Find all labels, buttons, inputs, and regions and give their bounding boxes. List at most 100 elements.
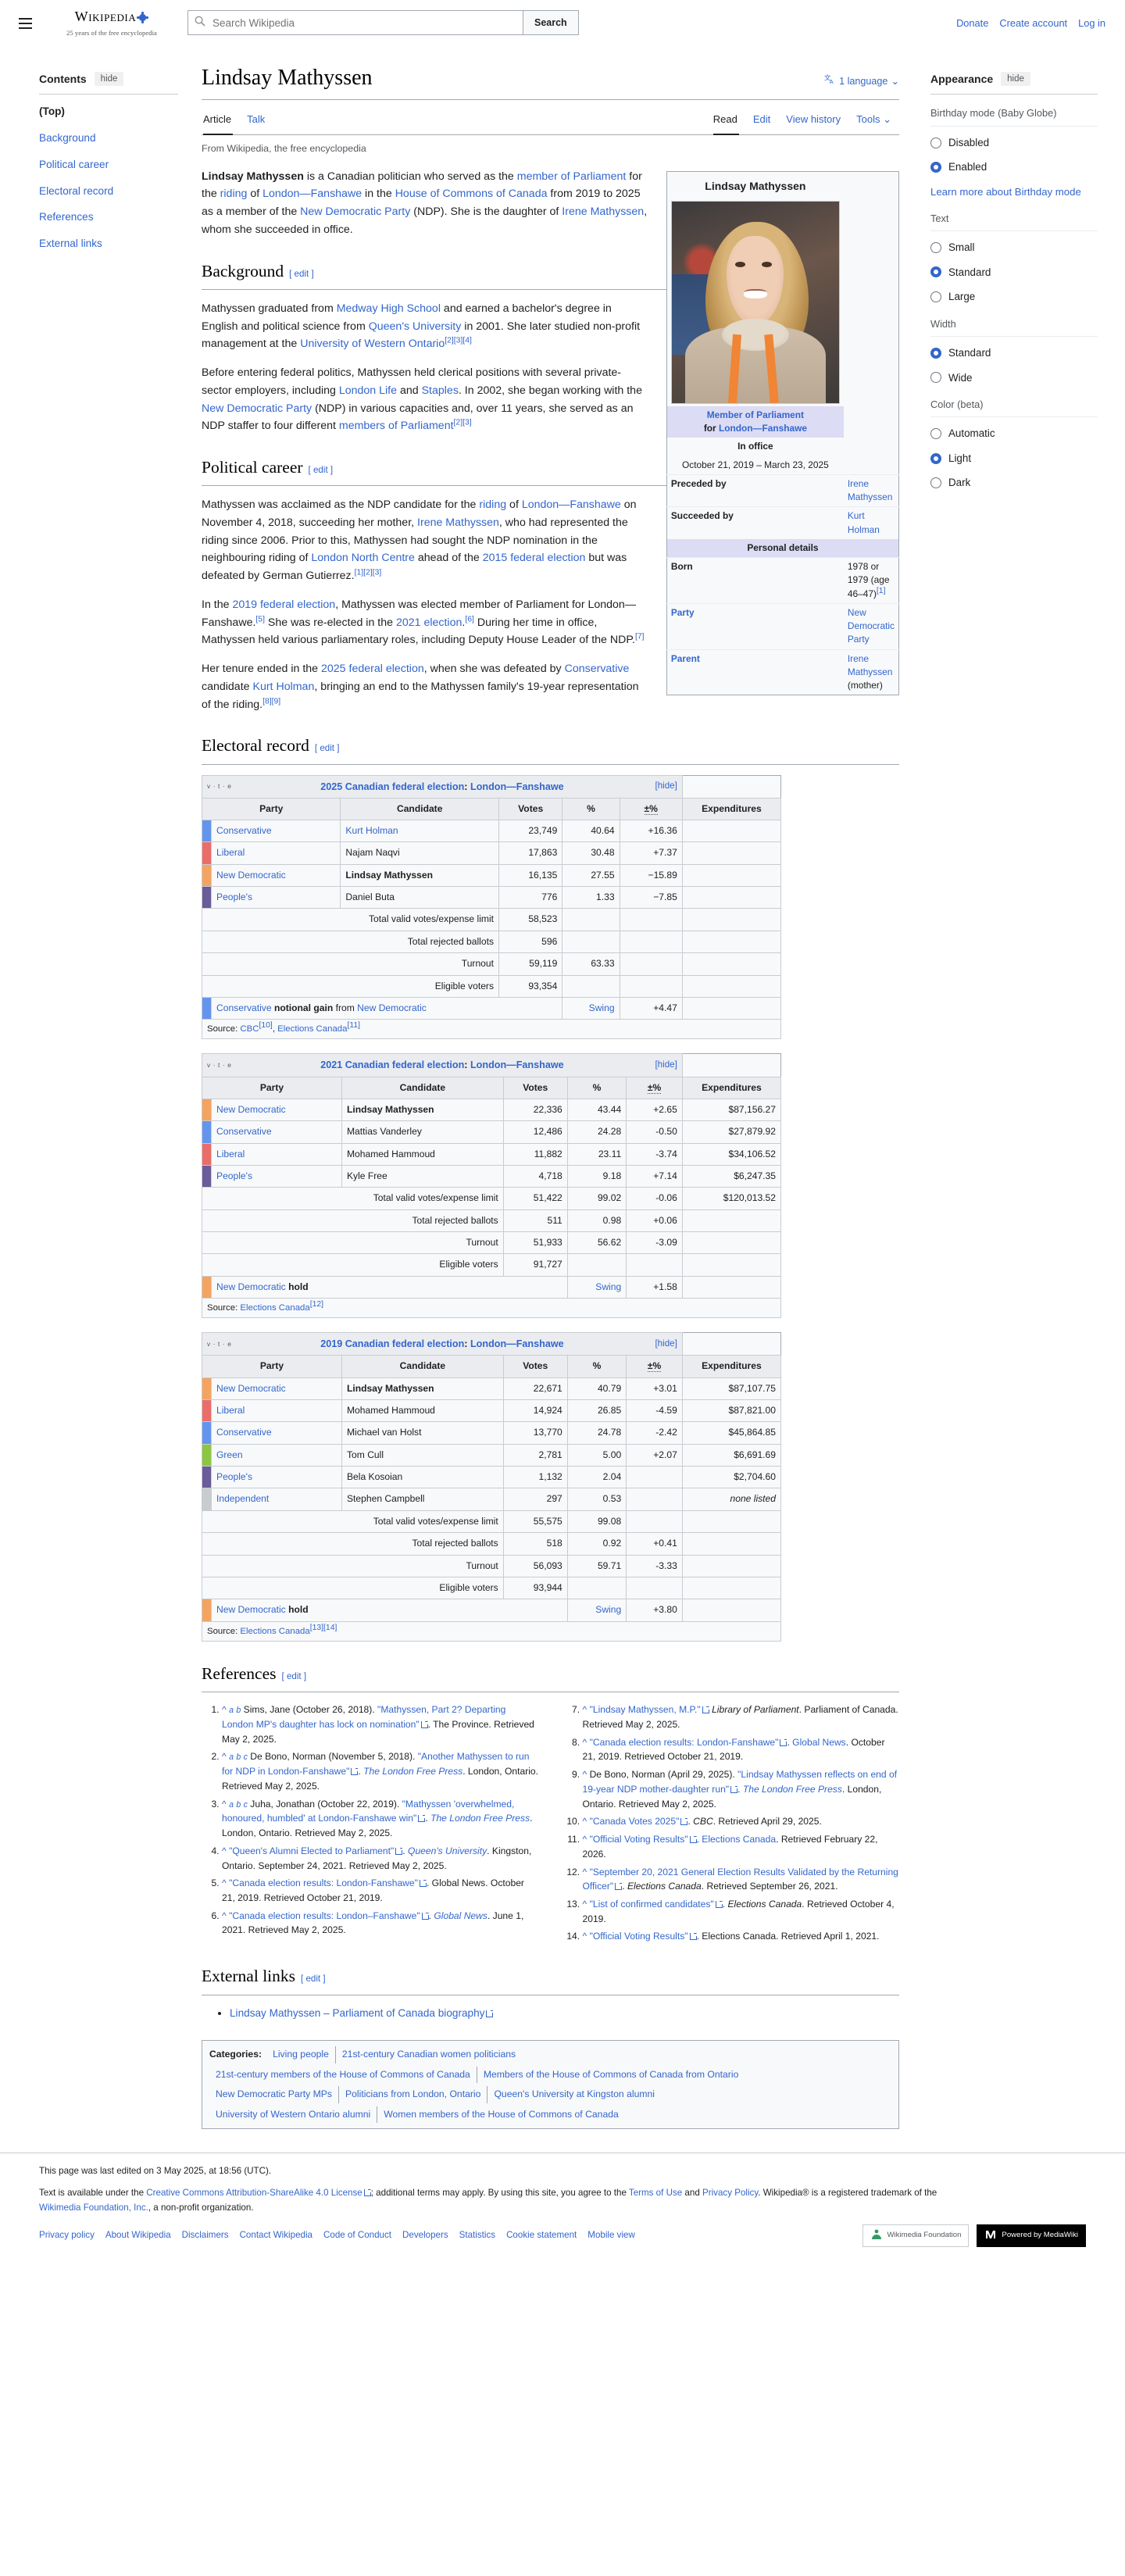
avatar[interactable] — [670, 200, 840, 404]
appearance-option-small[interactable]: Small — [930, 239, 1098, 255]
edit-link-electoral-record[interactable]: [ edit ] — [314, 743, 340, 754]
ref-pc-5[interactable]: [5] — [255, 614, 265, 623]
link-2019-federal-election[interactable]: 2019 federal election — [232, 598, 336, 611]
appearance-option-large[interactable]: Large — [930, 288, 1098, 305]
ref-pc-7[interactable]: [7] — [634, 632, 645, 641]
footer-link[interactable]: About Wikipedia — [105, 2230, 171, 2241]
tab-edit[interactable]: Edit — [752, 113, 771, 125]
link-conservative[interactable]: Conservative — [564, 663, 630, 676]
footer-link[interactable]: Cookie statement — [506, 2230, 577, 2241]
link-queens-university[interactable]: Queen's University — [368, 320, 462, 333]
category-link[interactable]: 21st-century Canadian women politicians — [341, 2049, 516, 2060]
infobox-office-link[interactable]: Member of Parliament — [706, 409, 804, 420]
link-uwo[interactable]: University of Western Ontario — [300, 338, 445, 351]
edit-link-political-career[interactable]: [ edit ] — [308, 464, 334, 475]
ref-group-background-1[interactable]: [2][3][4] — [445, 336, 472, 345]
vte-links[interactable]: v · t · e — [207, 1339, 232, 1348]
wikimedia-badge[interactable]: Wikimedia Foundation — [862, 2224, 970, 2248]
ref-backlink[interactable]: ^ — [582, 1899, 588, 1910]
ref-backlink[interactable]: ^ — [582, 1704, 588, 1716]
appearance-option-standard[interactable]: Standard — [930, 264, 1098, 280]
toc-item-top[interactable]: (Top) — [39, 105, 65, 118]
ref-backlink[interactable]: ^ — [222, 1910, 227, 1921]
election-riding-link[interactable]: London—Fanshawe — [470, 1338, 564, 1350]
link-medway-high-school[interactable]: Medway High School — [336, 302, 441, 315]
radio-button[interactable] — [930, 266, 941, 278]
wikipedia-logo[interactable]: Wikipedia 25 years of the free encyclope… — [53, 7, 170, 39]
link-london-fanshawe-2[interactable]: London—Fanshawe — [521, 498, 621, 512]
link-kurt-holman[interactable]: Kurt Holman — [252, 680, 315, 693]
footer-link[interactable]: Privacy policy — [39, 2230, 95, 2241]
radio-button[interactable] — [930, 452, 941, 464]
edit-link-external-links[interactable]: [ edit ] — [301, 1974, 326, 1985]
link-ndp[interactable]: New Democratic Party — [300, 205, 411, 219]
ref-backlink[interactable]: ^ — [222, 1878, 227, 1889]
election-year-link[interactable]: 2021 Canadian federal election — [320, 1059, 465, 1071]
election-riding-link[interactable]: London—Fanshawe — [470, 1059, 564, 1071]
link-london-fanshawe[interactable]: London—Fanshawe — [262, 188, 362, 201]
link-london-north-centre[interactable]: London North Centre — [311, 552, 415, 565]
footer-link[interactable]: Mobile view — [588, 2230, 635, 2241]
link-members-of-parliament[interactable]: members of Parliament — [338, 420, 454, 433]
election-table-hide-link[interactable]: [hide] — [655, 781, 677, 791]
search-button[interactable]: Search — [523, 10, 579, 35]
tab-tools[interactable]: Tools ⌄ — [856, 113, 891, 125]
ref-group-background-2[interactable]: [2][3] — [453, 418, 472, 427]
toc-item-external-links[interactable]: External links — [39, 238, 102, 250]
election-table-hide-link[interactable]: [hide] — [655, 1338, 677, 1349]
infobox-riding-link[interactable]: London—Fanshawe — [718, 423, 807, 434]
link-riding-2[interactable]: riding — [479, 498, 507, 512]
privacy-link[interactable]: Privacy Policy — [702, 2187, 759, 2198]
radio-button[interactable] — [930, 137, 941, 148]
footer-link[interactable]: Disclaimers — [181, 2230, 229, 2241]
search-box[interactable] — [188, 10, 523, 35]
appearance-option-automatic[interactable]: Automatic — [930, 425, 1098, 441]
ref-backlink[interactable]: ^ — [582, 1866, 588, 1878]
election-riding-link[interactable]: London—Fanshawe — [470, 781, 564, 792]
election-year-link[interactable]: 2019 Canadian federal election — [320, 1338, 465, 1350]
election-table-hide-link[interactable]: [hide] — [655, 1059, 677, 1070]
edit-link-references[interactable]: [ edit ] — [281, 1670, 307, 1681]
link-2015-federal-election[interactable]: 2015 federal election — [482, 552, 586, 565]
ref-backlink[interactable]: ^ — [582, 1834, 588, 1845]
appearance-option-disabled[interactable]: Disabled — [930, 134, 1098, 151]
appearance-hide-button[interactable]: hide — [1001, 72, 1030, 87]
tab-read[interactable]: Read — [712, 108, 745, 135]
radio-button[interactable] — [930, 372, 941, 384]
tab-talk[interactable]: Talk — [247, 113, 266, 125]
category-link[interactable]: Politicians from London, Ontario — [345, 2088, 481, 2100]
ref-backlink[interactable]: ^ — [222, 1704, 227, 1716]
tab-view-history[interactable]: View history — [786, 113, 841, 125]
create-account-link[interactable]: Create account — [999, 17, 1068, 29]
ref-backlink[interactable]: ^ — [222, 1798, 227, 1810]
category-link[interactable]: Members of the House of Commons of Canad… — [483, 2068, 739, 2080]
radio-button[interactable] — [930, 347, 941, 359]
appearance-option-light[interactable]: Light — [930, 450, 1098, 466]
ref-pc-6[interactable]: [6] — [465, 614, 474, 623]
edit-link-background[interactable]: [ edit ] — [289, 268, 314, 279]
ref-backlink[interactable]: ^ — [582, 1769, 588, 1781]
link-house-of-commons[interactable]: House of Commons of Canada — [395, 188, 548, 201]
toc-item-electoral-record[interactable]: Electoral record — [39, 184, 114, 197]
ref-backlink[interactable]: ^ — [222, 1845, 227, 1856]
ref-group-pc-1[interactable]: [1][2][3] — [354, 568, 382, 577]
footer-link[interactable]: Code of Conduct — [323, 2230, 392, 2241]
vte-links[interactable]: v · t · e — [207, 1060, 232, 1069]
radio-button[interactable] — [930, 428, 941, 440]
search-input[interactable] — [211, 16, 516, 30]
ref-group-pc-3[interactable]: [8][9] — [262, 696, 281, 706]
category-link[interactable]: 21st-century members of the House of Com… — [216, 2068, 470, 2080]
toc-item-background[interactable]: Background — [39, 132, 96, 145]
appearance-option-standard[interactable]: Standard — [930, 345, 1098, 361]
toc-item-references[interactable]: References — [39, 211, 94, 223]
link-member-of-parliament[interactable]: member of Parliament — [516, 170, 627, 183]
infobox-born-ref[interactable]: [1] — [876, 586, 886, 595]
category-link[interactable]: University of Western Ontario alumni — [216, 2108, 371, 2120]
link-london-life[interactable]: London Life — [338, 384, 398, 397]
login-link[interactable]: Log in — [1078, 17, 1105, 29]
tab-article[interactable]: Article — [202, 108, 239, 135]
mediawiki-badge[interactable]: Powered by MediaWiki — [977, 2224, 1086, 2248]
terms-link[interactable]: Terms of Use — [628, 2187, 683, 2198]
ref-backlink[interactable]: ^ — [582, 1931, 588, 1942]
